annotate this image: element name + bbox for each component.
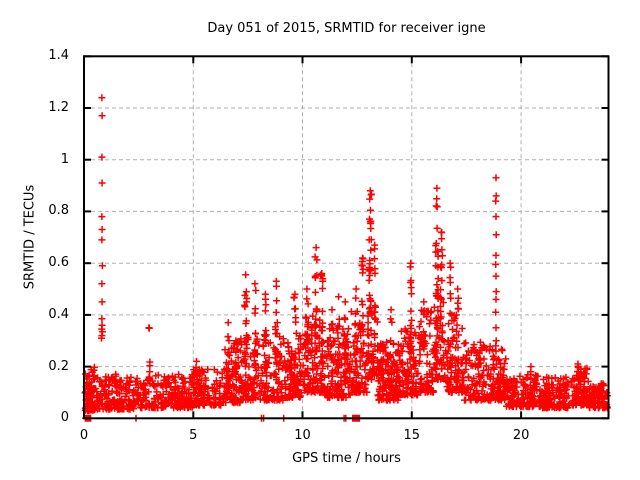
x-axis-label: GPS time / hours [292, 451, 401, 466]
x-tick-label: 15 [403, 428, 421, 443]
x-tick-label: 10 [294, 428, 311, 443]
y-tick-label: 0.4 [48, 306, 69, 322]
scatter-points [81, 94, 611, 422]
x-tick-label: 20 [512, 428, 530, 443]
plot-border [83, 55, 610, 420]
y-tick-label: 0.2 [48, 358, 69, 374]
y-tick-label: 0.6 [48, 255, 69, 271]
y-tick-label: 0 [60, 410, 69, 426]
x-tick-label: 0 [79, 428, 89, 443]
y-axis-label: SRMTID / TECUs [22, 184, 38, 290]
x-tick-label: 5 [189, 428, 198, 443]
y-tick-label: 1 [60, 151, 69, 167]
y-tick-label: 0.8 [48, 203, 69, 219]
y-tick-label: 1.4 [48, 48, 69, 64]
y-tick-label: 1.2 [48, 100, 69, 115]
chart-title: Day 051 of 2015, SRMTID for receiver ign… [207, 21, 486, 36]
tick-marks [83, 55, 609, 420]
